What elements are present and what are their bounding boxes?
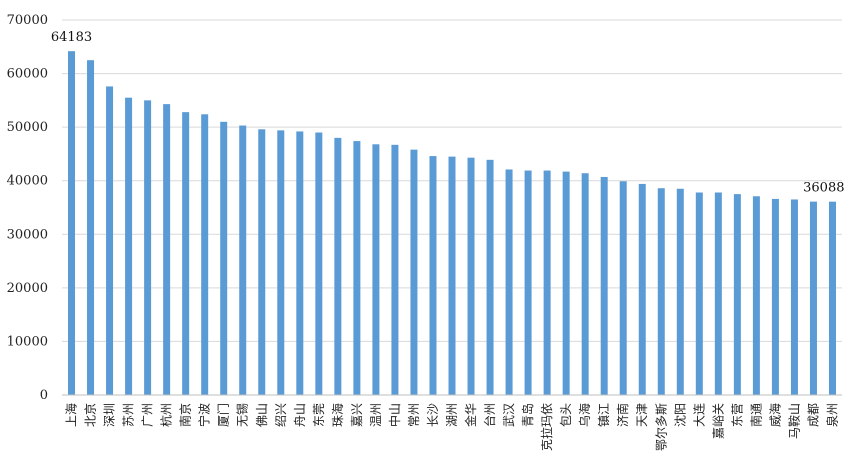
category-label: 杭州: [159, 403, 174, 427]
category-label: 大连: [691, 403, 706, 427]
category-label: 上海: [64, 403, 79, 427]
bar: [828, 201, 836, 395]
y-tick-label: 50000: [7, 120, 48, 135]
bar: [448, 156, 456, 395]
category-label: 镇江: [597, 403, 611, 427]
category-label: 武汉: [502, 403, 516, 427]
bar: [638, 183, 646, 395]
bar: [543, 170, 551, 395]
category-label: 南通: [748, 403, 763, 427]
bar: [714, 192, 722, 395]
bar: [562, 171, 570, 395]
bar: [201, 114, 209, 396]
bar: [733, 194, 741, 395]
bar: [87, 60, 95, 396]
category-label: 常州: [407, 403, 421, 427]
category-label: 厦门: [216, 403, 231, 427]
category-label: 舟山: [293, 403, 307, 427]
category-label: 济南: [615, 403, 630, 427]
bar: [752, 196, 760, 395]
bar: [467, 157, 475, 395]
category-label: 宁波: [197, 403, 212, 427]
category-label: 广州: [141, 403, 155, 427]
bar: [600, 176, 608, 395]
category-label: 天津: [635, 403, 649, 427]
bar: [429, 156, 437, 395]
data-label: 36088: [803, 181, 844, 196]
bars: [68, 51, 836, 396]
y-tick-label: 20000: [7, 281, 48, 296]
bar: [410, 149, 418, 395]
bar: [619, 181, 627, 395]
bar: [809, 201, 817, 395]
category-label: 北京: [84, 403, 98, 427]
y-axis-tick-labels: 0 10000 20000 30000 40000 50000 60000 70000: [7, 13, 48, 403]
category-label: 湖州: [444, 403, 459, 427]
y-tick-label: 70000: [7, 13, 48, 28]
category-label: 佛山: [255, 403, 269, 427]
category-label: 泉州: [825, 403, 839, 427]
y-tick-label: 60000: [7, 67, 48, 82]
category-label: 长沙: [426, 403, 440, 427]
bar: [353, 141, 361, 395]
bar: [239, 125, 247, 396]
bar: [391, 144, 399, 395]
category-label: 克拉玛依: [539, 403, 554, 451]
bar: [695, 192, 703, 395]
category-label: 乌海: [577, 403, 592, 427]
bar: [125, 97, 133, 395]
category-label: 沈阳: [672, 403, 687, 427]
bar: [144, 100, 152, 395]
category-label: 东营: [730, 403, 744, 427]
bar: [106, 86, 114, 395]
bar: [315, 132, 323, 395]
bar: [486, 159, 494, 395]
bar: [505, 169, 513, 395]
category-labels: 上海 北京 深圳 苏州 广州 杭州 南京 宁波 厦门 无锡 佛山 绍兴 舟山 东莞 珠海 嘉兴 温州 中山 常州 长沙…: [64, 403, 840, 451]
bar: [581, 173, 589, 395]
bar: [220, 121, 228, 396]
data-label: 64183: [51, 30, 92, 45]
bar: [657, 188, 665, 395]
category-label: 南京: [178, 403, 193, 427]
bar: [372, 144, 380, 395]
category-label: 马鞍山: [786, 403, 801, 439]
bar: [277, 130, 285, 395]
category-label: 嘉峪关: [711, 403, 725, 439]
category-label: 中山: [387, 403, 402, 427]
category-label: 鄂尔多斯: [653, 403, 668, 451]
category-label: 东莞: [312, 403, 326, 427]
bar: [68, 51, 76, 395]
bar: [296, 131, 304, 395]
bar: [771, 198, 779, 395]
category-label: 珠海: [330, 403, 345, 427]
category-label: 嘉兴: [350, 403, 364, 427]
category-label: 成都: [806, 403, 820, 427]
data-labels: 64183 36088: [51, 30, 845, 196]
category-label: 金华: [463, 403, 478, 427]
category-label: 苏州: [122, 403, 136, 427]
category-label: 威海: [767, 403, 782, 427]
category-label: 无锡: [235, 403, 250, 427]
category-label: 青岛: [520, 403, 535, 427]
bar: [334, 137, 342, 395]
y-tick-label: 30000: [7, 227, 48, 242]
bar: [524, 170, 532, 395]
y-tick-label: 10000: [7, 334, 48, 349]
bar: [258, 129, 266, 396]
y-tick-label: 0: [40, 388, 48, 403]
bar: [676, 188, 684, 395]
bar: [182, 112, 190, 396]
category-label: 绍兴: [274, 403, 288, 427]
category-label: 台州: [482, 403, 497, 427]
bar: [790, 199, 798, 395]
category-label: 深圳: [103, 403, 117, 427]
bar: [163, 104, 171, 395]
category-label: 包头: [559, 403, 573, 427]
category-label: 温州: [369, 403, 383, 427]
y-tick-label: 40000: [7, 174, 48, 189]
